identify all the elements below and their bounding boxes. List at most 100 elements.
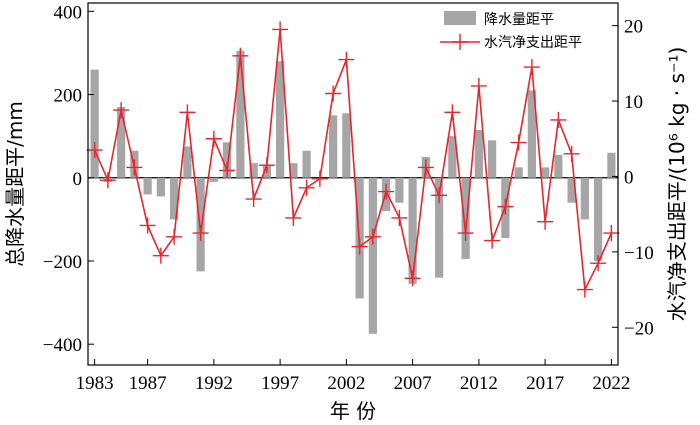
bar-1999 (302, 150, 311, 178)
y-left-tick-label: −200 (43, 252, 82, 273)
bar-1998 (289, 163, 298, 178)
y-left-tick-label: −400 (43, 335, 82, 356)
line-point-2012 (470, 77, 487, 94)
bar-2020 (580, 177, 589, 220)
line-point-1987 (139, 217, 156, 234)
bar-2015 (514, 167, 523, 178)
y-left-ticks: 400 200 0 −200 −400 (43, 2, 94, 356)
y-right-ticks: 20 10 0 −10 −20 (612, 17, 654, 339)
y-right-tick-label: 20 (624, 17, 643, 38)
line-point-2013 (484, 232, 501, 249)
line-point-2021 (590, 255, 607, 272)
line-point-2020 (576, 281, 593, 298)
bar-2011 (461, 177, 470, 259)
line-series-path (93, 29, 613, 293)
bar-2012 (474, 129, 483, 178)
bar-1987 (143, 177, 152, 195)
x-tick-label-1987: 1987 (129, 373, 167, 394)
bar-2001 (329, 115, 338, 178)
line-point-2005 (378, 183, 395, 200)
bar-1988 (156, 177, 165, 197)
legend: 降水量距平 水汽净支出距平 (440, 11, 582, 51)
line-point-2003 (351, 238, 368, 255)
legend-bar-label: 降水量距平 (484, 12, 554, 28)
bar-2022 (607, 152, 616, 178)
y-right-axis-title: 水汽净支出距平/(10⁶ kg · s⁻¹) (665, 47, 689, 322)
bar-2002 (342, 113, 351, 178)
x-ticks: 1983 1987 1992 1997 2002 2007 2012 2017 2022 (76, 359, 630, 394)
x-tick-label-2022: 2022 (592, 373, 630, 394)
line-point-2011 (457, 225, 474, 242)
bar-1990 (183, 146, 192, 178)
line-point-2018 (550, 111, 567, 128)
bar-1991 (196, 177, 205, 272)
x-tick-label-1992: 1992 (195, 373, 233, 394)
bar-2010 (448, 136, 457, 178)
y-right-tick-label: −20 (624, 318, 654, 339)
bar-1985 (117, 107, 126, 178)
x-tick-label-2017: 2017 (526, 373, 564, 394)
line-point-2010 (444, 104, 461, 121)
legend-line-marker (452, 34, 468, 50)
line-point-2022 (603, 225, 620, 242)
y-left-tick-label: 200 (54, 86, 83, 107)
bar-1995 (249, 163, 258, 178)
y-right-tick-label: 0 (624, 167, 634, 188)
line-point-1989 (166, 228, 183, 245)
bars-layer (90, 50, 616, 334)
x-tick-label-1997: 1997 (261, 373, 299, 394)
bar-1983 (90, 69, 99, 178)
line-point-2001 (325, 85, 342, 102)
line-point-1993 (219, 162, 236, 179)
x-axis-title: 年 份 (330, 399, 376, 423)
x-tick-label-2002: 2002 (327, 373, 365, 394)
line-point-2006 (391, 209, 408, 226)
line-point-1996 (258, 157, 275, 174)
legend-line-label: 水汽净支出距平 (484, 35, 582, 51)
line-point-1990 (179, 104, 196, 121)
bar-2004 (368, 177, 377, 334)
line-point-1994 (232, 47, 249, 64)
line-point-1991 (192, 225, 209, 242)
line-point-1985 (113, 102, 130, 119)
line-layer (86, 21, 620, 298)
line-point-1983 (86, 142, 103, 159)
bar-2017 (541, 167, 550, 178)
y-left-tick-label: 0 (73, 169, 83, 190)
line-point-1984 (99, 172, 116, 189)
y-right-tick-label: −10 (624, 243, 654, 264)
x-tick-label-2007: 2007 (394, 373, 432, 394)
line-point-1988 (152, 247, 169, 264)
line-point-2017 (537, 213, 554, 230)
bar-1992 (209, 177, 218, 182)
line-point-2016 (523, 59, 540, 76)
bar-2013 (488, 140, 497, 178)
bar-1997 (276, 61, 285, 178)
bar-2006 (395, 177, 404, 203)
line-point-1995 (245, 191, 262, 208)
line-point-2008 (417, 159, 434, 176)
bar-1994 (236, 50, 245, 178)
legend-bar-swatch (444, 11, 476, 25)
bar-2021 (594, 177, 603, 261)
line-point-1998 (285, 209, 302, 226)
line-point-2004 (364, 228, 381, 245)
bar-2019 (567, 177, 576, 203)
x-tick-label-2012: 2012 (460, 373, 498, 394)
y-left-tick-label: 400 (54, 2, 83, 23)
y-right-tick-label: 10 (624, 92, 643, 113)
x-tick-label-1983: 1983 (76, 373, 114, 394)
line-point-2007 (404, 270, 421, 287)
line-point-1992 (205, 130, 222, 147)
line-point-2014 (497, 198, 514, 215)
line-point-2019 (563, 145, 580, 162)
bar-2007 (408, 177, 417, 284)
line-point-2002 (338, 51, 355, 68)
line-point-2009 (431, 187, 448, 204)
bar-2018 (554, 154, 563, 178)
bar-1989 (170, 177, 179, 220)
y-left-axis-title: 总降水量距平/mm (3, 101, 27, 267)
line-point-1999 (298, 179, 315, 196)
bar-2009 (435, 177, 444, 278)
